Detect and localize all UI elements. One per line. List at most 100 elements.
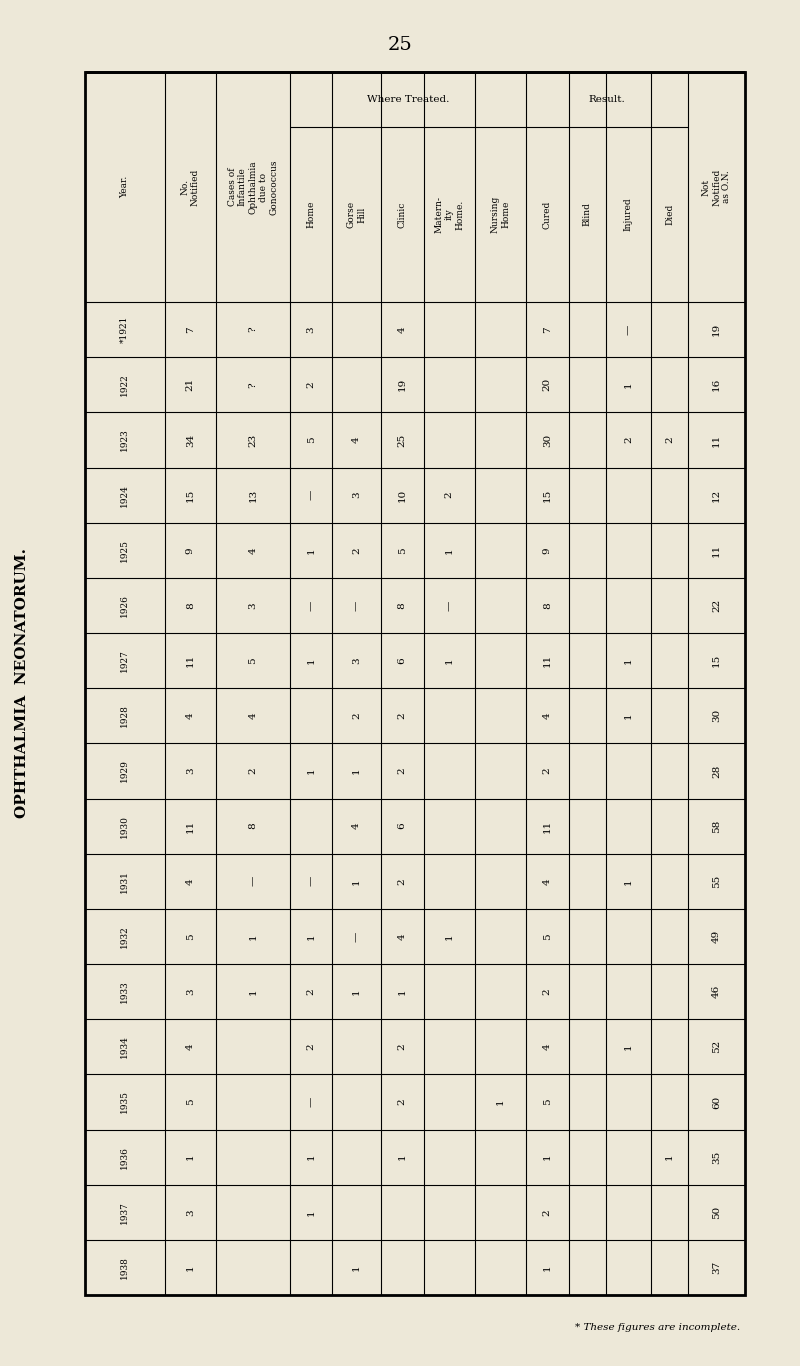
Text: 11: 11 (712, 433, 721, 447)
Text: 1925: 1925 (120, 538, 130, 561)
Text: Clinic: Clinic (398, 201, 406, 228)
Text: 1: 1 (398, 1154, 406, 1160)
Text: —: — (352, 600, 361, 611)
Text: 1930: 1930 (120, 814, 130, 837)
Text: 1: 1 (445, 546, 454, 553)
Text: —: — (306, 490, 316, 500)
Text: 1937: 1937 (120, 1201, 130, 1224)
Text: 6: 6 (398, 822, 406, 829)
Text: 52: 52 (712, 1040, 721, 1053)
Text: 3: 3 (352, 492, 361, 499)
Text: 35: 35 (712, 1150, 721, 1164)
Text: * These figures are incomplete.: * These figures are incomplete. (575, 1324, 740, 1332)
Text: 3: 3 (352, 657, 361, 664)
Text: 4: 4 (186, 713, 194, 719)
Text: 3: 3 (186, 988, 194, 994)
Text: Nursing
Home: Nursing Home (490, 195, 510, 234)
Text: *1921: *1921 (120, 316, 130, 343)
Text: 2: 2 (542, 768, 552, 775)
Text: 49: 49 (712, 930, 721, 943)
Text: 20: 20 (542, 378, 552, 392)
Text: 37: 37 (712, 1261, 721, 1274)
Text: 1924: 1924 (120, 484, 130, 507)
Text: —: — (306, 876, 316, 887)
Text: Matern-
ity
Home.: Matern- ity Home. (434, 195, 464, 234)
Text: 4: 4 (186, 1044, 194, 1050)
Text: Where Treated.: Where Treated. (366, 96, 449, 104)
Text: 15: 15 (542, 489, 552, 501)
Text: 1: 1 (352, 878, 361, 885)
Text: 7: 7 (186, 326, 194, 333)
Text: 11: 11 (712, 544, 721, 557)
Text: 8: 8 (542, 602, 552, 609)
Text: 2: 2 (542, 988, 552, 994)
Text: 4: 4 (398, 326, 406, 333)
Text: Not
Notified
as O.N.: Not Notified as O.N. (702, 168, 731, 206)
Text: 10: 10 (398, 489, 406, 501)
Text: 1: 1 (624, 713, 633, 719)
Text: 6: 6 (398, 657, 406, 664)
Text: Injured: Injured (624, 198, 633, 231)
Text: No.
Notified: No. Notified (181, 168, 200, 206)
Text: 2: 2 (352, 546, 361, 553)
Text: 1: 1 (186, 1264, 194, 1270)
Text: 3: 3 (306, 326, 316, 333)
Text: Cured: Cured (542, 201, 552, 228)
Text: 8: 8 (186, 602, 194, 609)
Text: 4: 4 (352, 437, 361, 443)
Text: 2: 2 (398, 1098, 406, 1105)
Text: 19: 19 (398, 378, 406, 392)
Text: 1: 1 (306, 657, 316, 664)
Text: 15: 15 (186, 489, 194, 501)
Text: 1927: 1927 (120, 649, 130, 672)
Text: 1: 1 (306, 933, 316, 940)
Text: 1: 1 (306, 546, 316, 553)
Text: 4: 4 (248, 713, 258, 719)
Text: 25: 25 (388, 36, 412, 55)
Text: 1: 1 (624, 878, 633, 885)
Text: 4: 4 (248, 546, 258, 553)
Text: 1: 1 (398, 988, 406, 994)
Text: 1: 1 (306, 768, 316, 775)
Text: 1938: 1938 (120, 1255, 130, 1279)
Text: 1: 1 (248, 933, 258, 940)
Text: 12: 12 (712, 489, 721, 501)
Text: 25: 25 (398, 433, 406, 447)
Text: 1: 1 (186, 1154, 194, 1160)
Text: 15: 15 (712, 654, 721, 667)
Text: 2: 2 (624, 437, 633, 443)
Text: 7: 7 (542, 326, 552, 333)
Text: 50: 50 (712, 1206, 721, 1218)
Text: —: — (306, 1097, 316, 1106)
Text: 1: 1 (352, 1264, 361, 1270)
Text: 8: 8 (398, 602, 406, 609)
Text: 5: 5 (248, 657, 258, 664)
Text: —: — (624, 324, 633, 335)
Text: 1928: 1928 (120, 705, 130, 727)
Text: —: — (352, 932, 361, 941)
Text: 4: 4 (398, 933, 406, 940)
Text: 3: 3 (186, 768, 194, 775)
Text: 1: 1 (624, 381, 633, 388)
Text: 5: 5 (398, 546, 406, 553)
Text: 55: 55 (712, 874, 721, 888)
Text: 4: 4 (186, 878, 194, 885)
Text: 1: 1 (542, 1154, 552, 1160)
Text: 1929: 1929 (120, 759, 130, 783)
Text: 2: 2 (398, 878, 406, 885)
Bar (85, 72, 745, 1295)
Text: 34: 34 (186, 433, 194, 447)
Text: Year.: Year. (120, 176, 130, 198)
Text: 1936: 1936 (120, 1146, 130, 1168)
Text: OPHTHALMIA  NEONATORUM.: OPHTHALMIA NEONATORUM. (15, 548, 29, 818)
Text: 3: 3 (186, 1209, 194, 1216)
Text: 2: 2 (398, 713, 406, 719)
Text: 4: 4 (542, 713, 552, 719)
Text: 2: 2 (306, 988, 316, 994)
Text: 46: 46 (712, 985, 721, 999)
Text: 1: 1 (445, 657, 454, 664)
Text: Home: Home (306, 201, 316, 228)
Text: 2: 2 (306, 381, 316, 388)
Text: 1: 1 (542, 1264, 552, 1270)
Text: 22: 22 (712, 598, 721, 612)
